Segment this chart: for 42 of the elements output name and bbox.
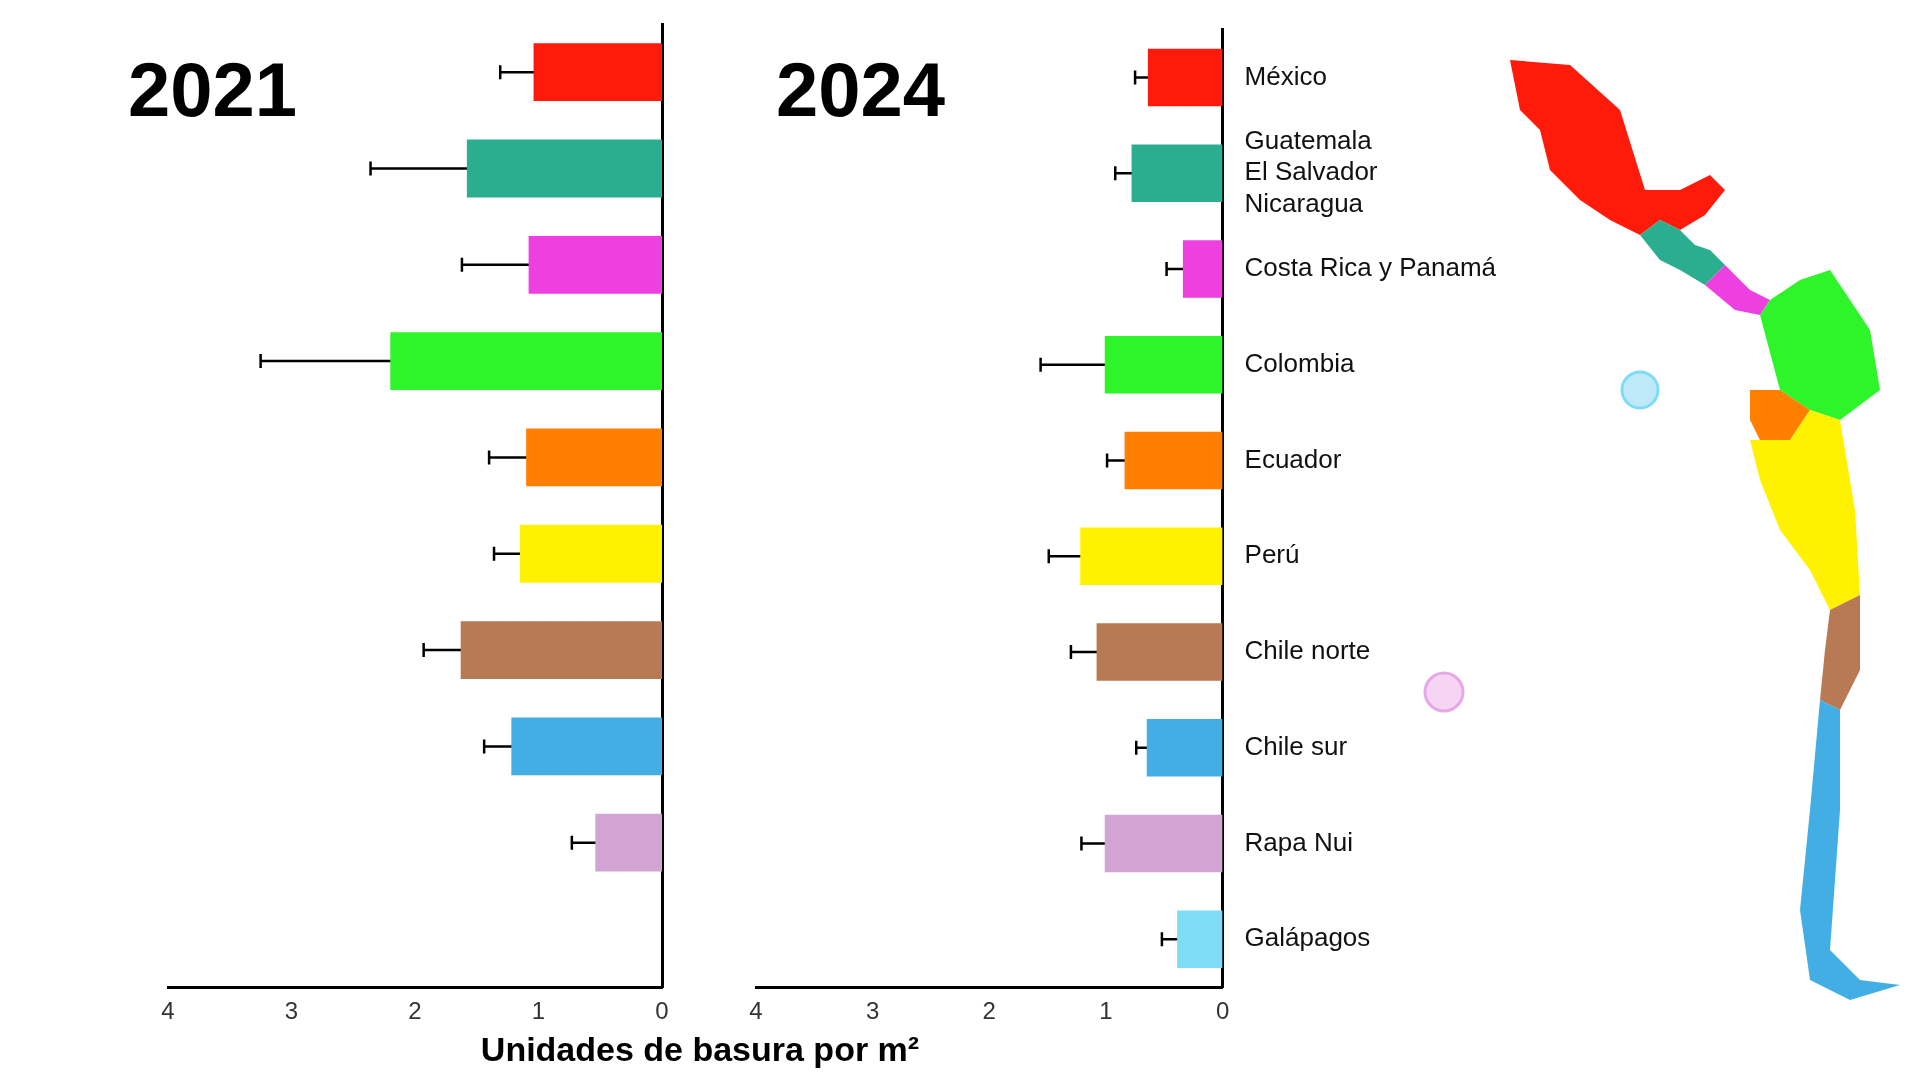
y-tick-label: México [1244, 60, 1327, 91]
bar [466, 139, 662, 198]
y-tick-label: Rapa Nui [1244, 826, 1353, 857]
x-tick-label: 2 [982, 997, 996, 1025]
bar [1146, 719, 1223, 777]
bar [519, 524, 662, 583]
x-tick-label: 4 [749, 997, 763, 1025]
x-tick-label: 3 [284, 997, 299, 1025]
x-tick-label: 1 [1099, 997, 1113, 1025]
bar [1147, 48, 1223, 107]
y-tick-label: Chile sur [1244, 730, 1348, 761]
y-tick-label: Ecuador [1244, 443, 1342, 474]
bar [1182, 240, 1223, 298]
y-tick-label: Colombia [1244, 347, 1355, 378]
bar [1104, 814, 1223, 873]
chart-title: 2021 [128, 46, 298, 132]
bar [526, 428, 662, 487]
y-tick-label: Galápagos [1244, 922, 1371, 953]
x-tick-label: 4 [161, 997, 175, 1025]
bar [1131, 144, 1223, 202]
bar [595, 813, 662, 872]
x-tick-label: 0 [655, 997, 669, 1025]
x-tick-label: 1 [531, 997, 546, 1025]
bar [1104, 336, 1223, 394]
chart-title: 2024 [776, 46, 946, 132]
bar [1177, 910, 1223, 969]
bar [1096, 623, 1223, 681]
bar [460, 621, 662, 679]
y-tick-label: Guatemala El Salvador Nicaragua [1244, 125, 1378, 218]
y-tick-label: Perú [1244, 539, 1300, 570]
x-tick-label: 0 [1215, 997, 1230, 1025]
x-axis-title: Unidades de basura por m² [479, 1030, 921, 1069]
bar [390, 332, 662, 391]
y-tick-label: Chile norte [1244, 635, 1371, 666]
bar [1080, 527, 1223, 586]
x-tick-label: 3 [865, 997, 880, 1025]
y-tick-label: Costa Rica y Panamá [1244, 252, 1497, 283]
bar [533, 43, 662, 102]
bar [511, 717, 662, 776]
bar [528, 235, 662, 294]
x-tick-label: 2 [408, 997, 422, 1025]
bar [1124, 431, 1223, 490]
